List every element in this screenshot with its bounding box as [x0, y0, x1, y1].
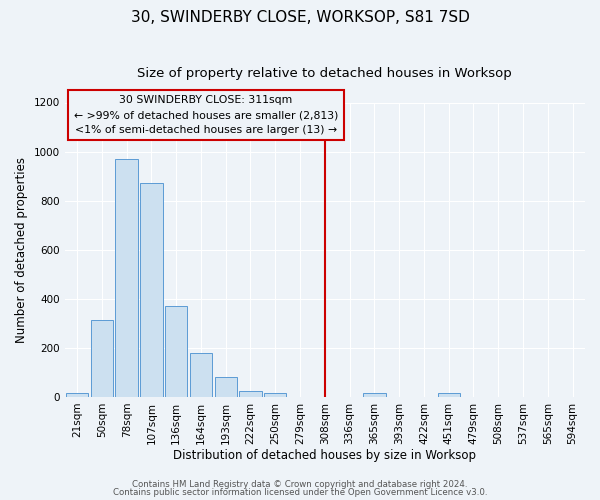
Text: 30 SWINDERBY CLOSE: 311sqm
← >99% of detached houses are smaller (2,813)
<1% of : 30 SWINDERBY CLOSE: 311sqm ← >99% of det… — [74, 96, 338, 135]
Bar — [66, 394, 88, 397]
Text: Contains HM Land Registry data © Crown copyright and database right 2024.: Contains HM Land Registry data © Crown c… — [132, 480, 468, 489]
Bar — [115, 159, 138, 397]
Bar — [215, 378, 237, 397]
Text: 30, SWINDERBY CLOSE, WORKSOP, S81 7SD: 30, SWINDERBY CLOSE, WORKSOP, S81 7SD — [131, 10, 469, 25]
Text: Contains public sector information licensed under the Open Government Licence v3: Contains public sector information licen… — [113, 488, 487, 497]
Bar — [239, 391, 262, 397]
Bar — [190, 353, 212, 397]
Bar — [91, 320, 113, 397]
Bar — [363, 394, 386, 397]
Y-axis label: Number of detached properties: Number of detached properties — [15, 156, 28, 342]
Title: Size of property relative to detached houses in Worksop: Size of property relative to detached ho… — [137, 68, 512, 80]
Bar — [165, 306, 187, 397]
X-axis label: Distribution of detached houses by size in Worksop: Distribution of detached houses by size … — [173, 450, 476, 462]
Bar — [140, 184, 163, 397]
Bar — [437, 394, 460, 397]
Bar — [264, 394, 286, 397]
